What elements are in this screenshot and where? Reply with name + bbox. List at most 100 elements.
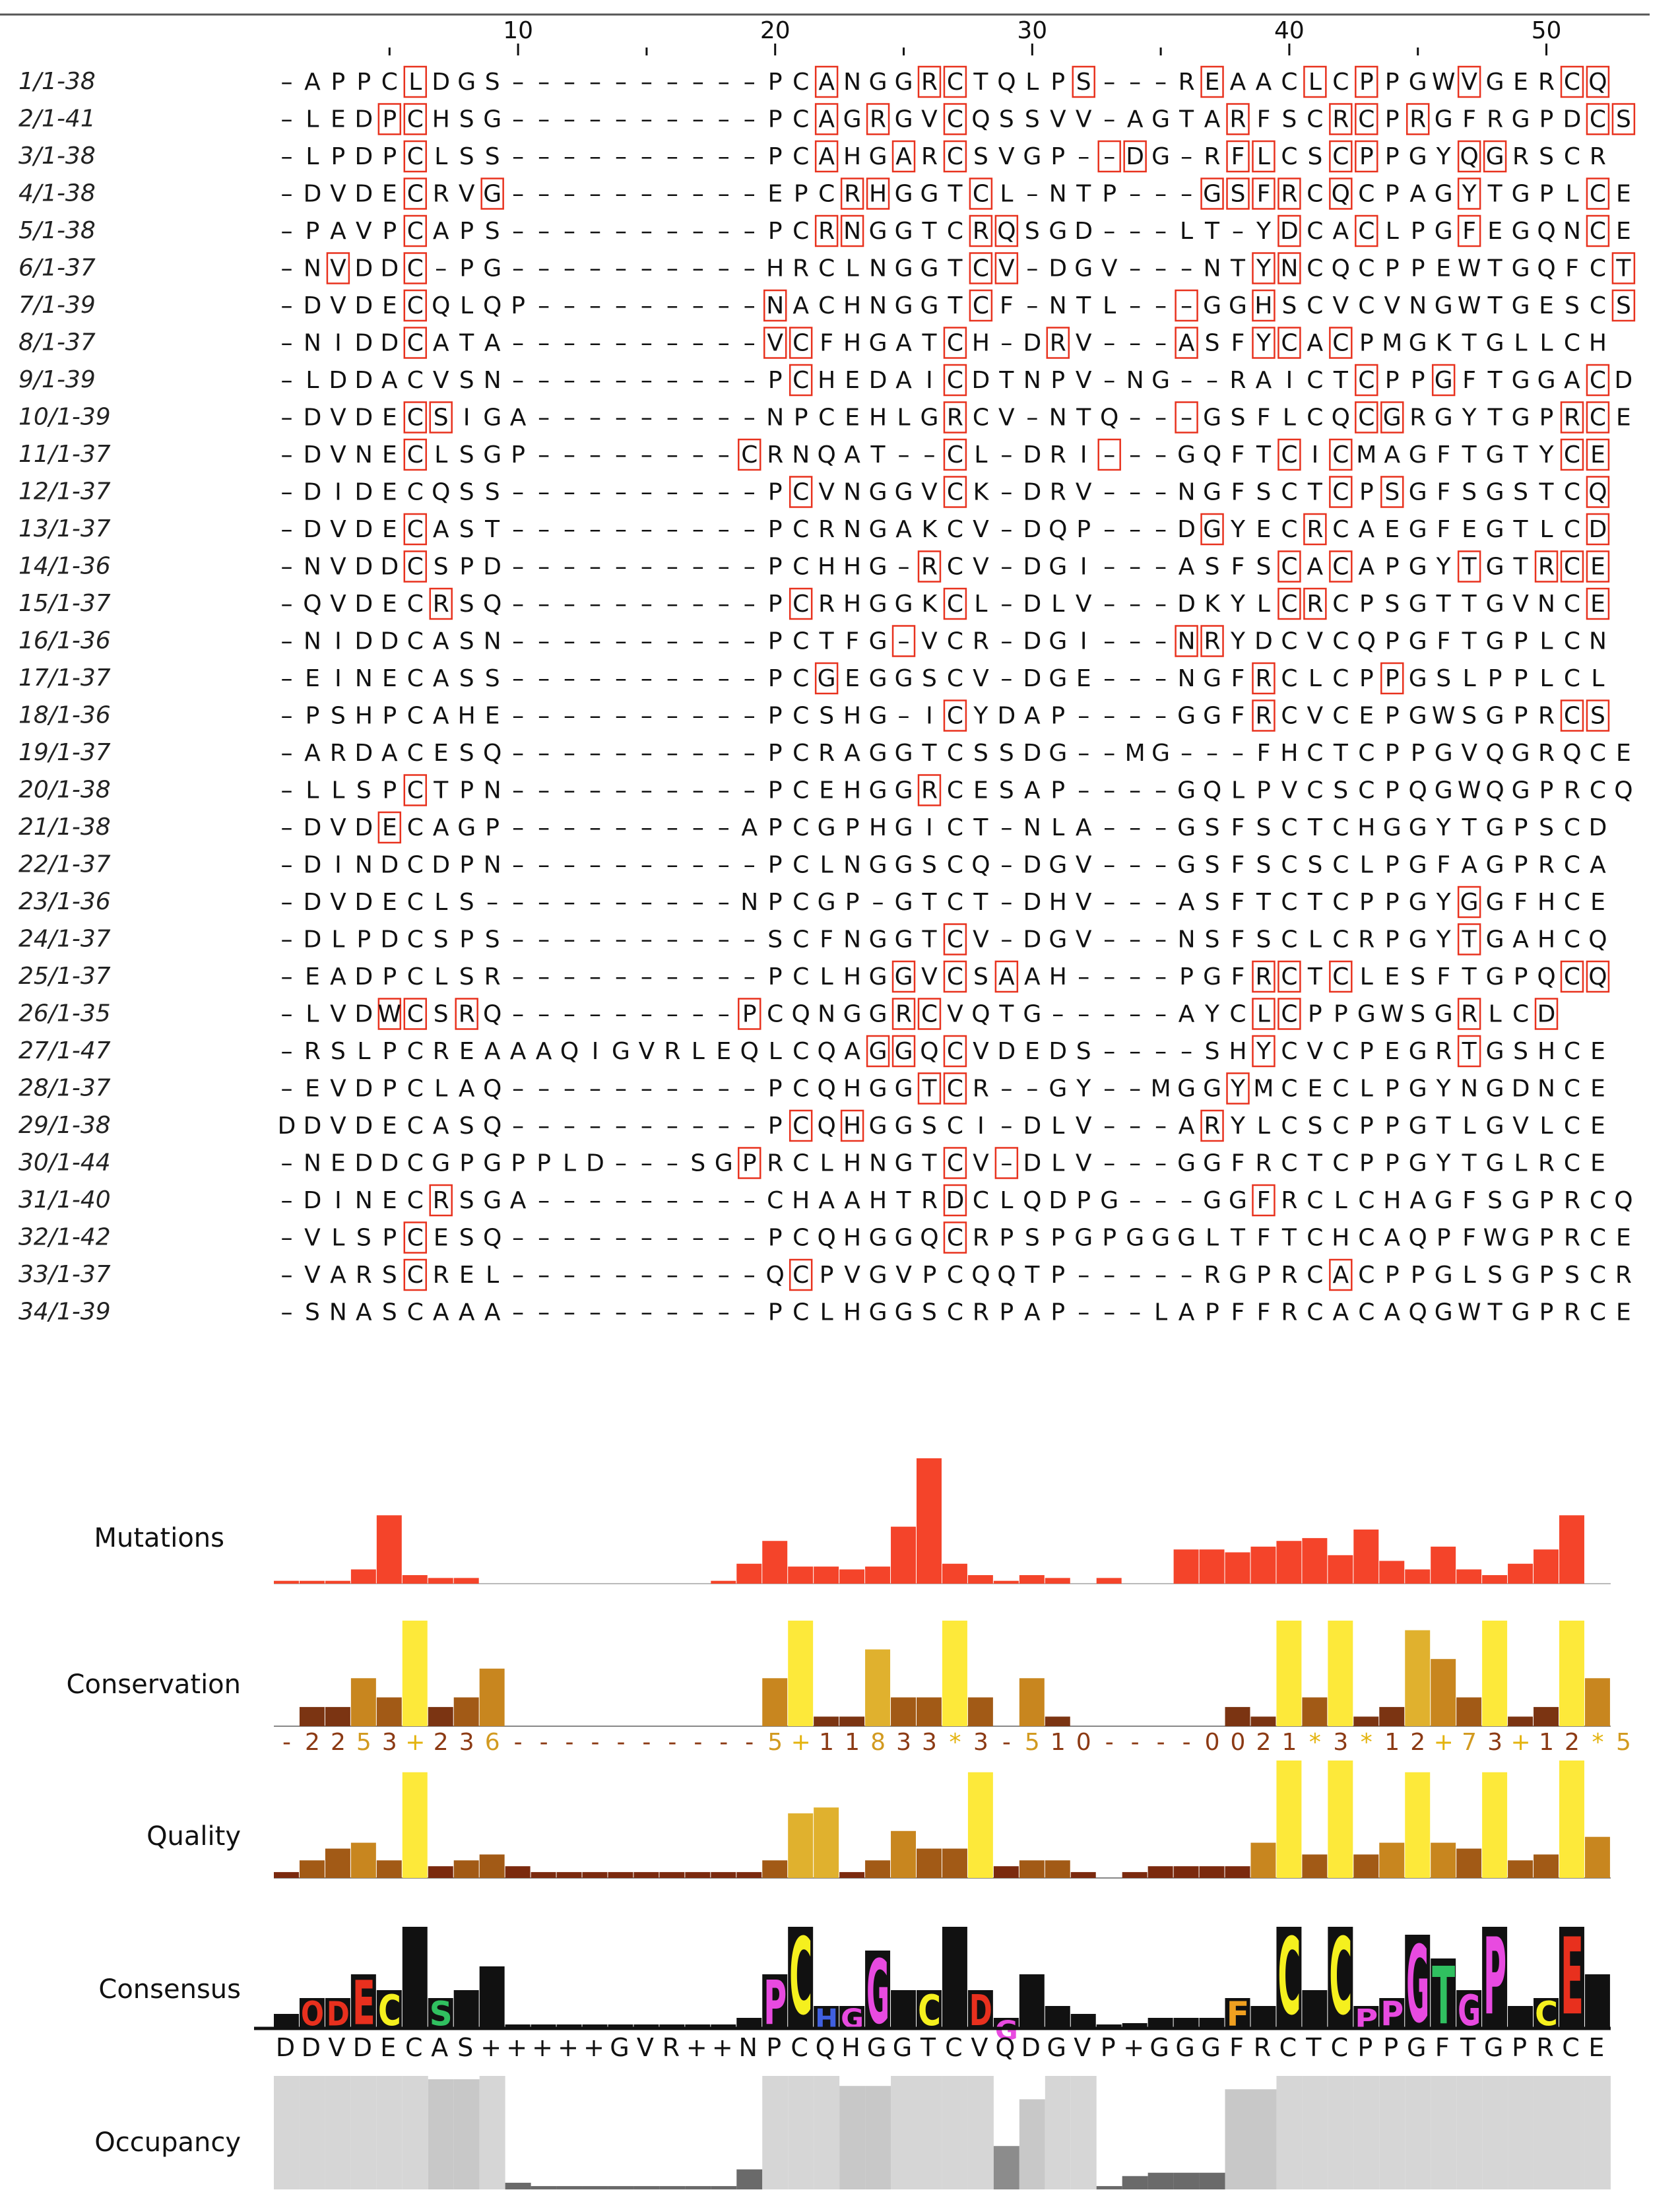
quality-bar [1225, 1866, 1250, 1878]
residue: C [1590, 1262, 1606, 1289]
conservation-symbol: 6 [485, 1729, 500, 1756]
residue: – [589, 554, 601, 581]
conservation-bar [1534, 1706, 1559, 1726]
residue: K [1436, 330, 1452, 357]
residue: I [977, 1113, 985, 1140]
residue: H [843, 703, 861, 730]
residue: T [1487, 181, 1503, 208]
residue: L [434, 143, 447, 170]
residue: P [459, 1150, 474, 1177]
residue: G [1435, 777, 1453, 804]
residue: P [768, 665, 783, 692]
residue: R [433, 591, 449, 618]
residue: P [485, 814, 500, 841]
conservation-symbol: 3 [382, 1729, 397, 1756]
residue: C [1358, 1299, 1374, 1326]
residue: I [335, 628, 342, 655]
residue: L [820, 1150, 833, 1177]
residue: G [1512, 1225, 1530, 1252]
occupancy-bar [788, 2076, 814, 2189]
occupancy-bar [1508, 2076, 1534, 2189]
residue: – [666, 926, 678, 954]
conservation-bar [350, 1678, 376, 1726]
mutation-box [943, 699, 967, 732]
residue: C [947, 963, 963, 990]
mutation-box [943, 1072, 967, 1105]
residue: R [1281, 181, 1297, 208]
mutation-bar [376, 1515, 402, 1584]
consensus-stack [299, 1998, 325, 2027]
residue: G [869, 1113, 888, 1140]
residue: V [921, 628, 938, 655]
residue: D [1023, 591, 1041, 618]
residue: – [1078, 1299, 1089, 1326]
residue: – [1103, 1113, 1115, 1140]
consensus-residue: G [1047, 2033, 1066, 2062]
residue: C [1332, 926, 1349, 954]
residue: – [564, 143, 575, 170]
residue: P [1359, 479, 1374, 506]
residue: P [382, 143, 397, 170]
residue: – [538, 1299, 550, 1326]
consensus-stack [1559, 1927, 1584, 2027]
residue: L [1539, 516, 1553, 543]
sequence-id: 26/1-35 [18, 1000, 111, 1027]
mutation-box [891, 998, 916, 1030]
residue: – [718, 330, 730, 357]
residue: L [331, 926, 344, 954]
residue: – [718, 591, 730, 618]
residue: – [280, 1225, 292, 1252]
sequence-row: 14/1-36– N V D D C S P D – – – – – – – – – – P C H H G – R C V – D G I –… [18, 550, 1610, 583]
conservation-symbol: 1 [1281, 1729, 1297, 1756]
residue: C [1281, 1150, 1297, 1177]
residue: – [538, 106, 550, 133]
residue: C [1590, 1225, 1606, 1252]
residue: – [1206, 367, 1218, 394]
residue: Q [1485, 777, 1504, 804]
residue: – [1232, 740, 1244, 767]
consensus-stack [479, 1966, 505, 2027]
conservation-symbol: 3 [1333, 1729, 1348, 1756]
residue: – [1129, 292, 1141, 319]
residue: S [1256, 814, 1272, 841]
residue: C [1281, 926, 1297, 954]
residue: F [1437, 852, 1450, 879]
residue: P [1385, 1150, 1400, 1177]
residue: R [818, 516, 835, 543]
mutation-bar [1482, 1575, 1508, 1584]
residue: – [744, 703, 756, 730]
residue: P [1385, 143, 1400, 170]
residue: S [434, 404, 449, 432]
consensus-residue: D [302, 2033, 321, 2062]
residue: A [818, 106, 835, 133]
residue: D [1023, 554, 1041, 581]
residue: C [818, 181, 835, 208]
sequence-id: 12/1-37 [18, 478, 111, 505]
residue: C [407, 330, 424, 357]
residue: C [1332, 889, 1349, 916]
residue: – [1000, 1150, 1012, 1177]
residue: R [1204, 1113, 1221, 1140]
residue: G [1486, 1113, 1504, 1140]
residue: C [1332, 143, 1349, 170]
residue: – [512, 1262, 524, 1289]
residue: C [1564, 1113, 1580, 1140]
residue: – [564, 106, 575, 133]
residue: S [1487, 1187, 1502, 1214]
mutation-bar [993, 1580, 1019, 1584]
mutation-box [969, 178, 993, 210]
residue: P [1000, 1225, 1014, 1252]
residue: – [564, 479, 575, 506]
residue: C [818, 404, 835, 432]
residue: G [1383, 404, 1402, 432]
residue: S [459, 1113, 474, 1140]
residue: Q [483, 1001, 501, 1028]
residue: G [1435, 292, 1453, 319]
residue: G [1177, 1150, 1196, 1177]
mutation-box [403, 774, 428, 806]
residue: T [870, 441, 886, 469]
conservation-symbol: - [1002, 1729, 1011, 1756]
residue: N [484, 367, 501, 394]
residue: – [1103, 889, 1115, 916]
mutation-box [1252, 1184, 1276, 1217]
